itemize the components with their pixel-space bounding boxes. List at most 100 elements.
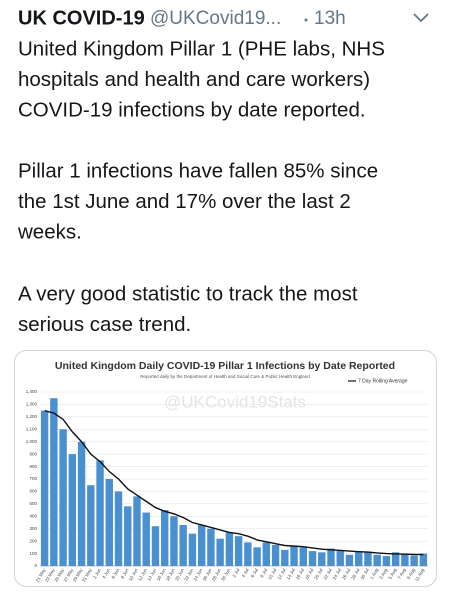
watermark: @UKCovid19Stats bbox=[164, 392, 306, 411]
x-tick-label: 8 Jun bbox=[120, 567, 130, 579]
x-tick-label: 2 Jul bbox=[231, 568, 240, 579]
tweet-line: hospitals and health and care workers) bbox=[18, 68, 370, 91]
x-tick-label: 11 Aug bbox=[414, 567, 425, 582]
x-tick-label: 4 Jul bbox=[241, 568, 250, 579]
bar bbox=[391, 552, 400, 566]
tweet-line: United Kingdom Pillar 1 (PHE labs, NHS bbox=[18, 37, 385, 60]
x-tick-label: 10 Jul bbox=[267, 568, 277, 581]
x-tick-label: 22 Jul bbox=[323, 568, 333, 581]
bar bbox=[308, 551, 317, 566]
x-tick-label: 9 Aug bbox=[406, 567, 416, 580]
tweet-line: A very good statistic to track the most bbox=[18, 282, 358, 305]
bar bbox=[382, 556, 391, 566]
x-tick-label: 4 Jun bbox=[101, 567, 111, 579]
bar bbox=[114, 491, 123, 566]
x-tick-label: 1 Aug bbox=[369, 567, 379, 580]
bar bbox=[40, 410, 49, 566]
x-tick-label: 14 Jul bbox=[286, 568, 296, 581]
bar bbox=[262, 542, 271, 566]
x-tick-label: 26 Jun bbox=[202, 567, 213, 582]
legend-label: 7 Day Rolling Average bbox=[358, 378, 408, 384]
tweet-line: the 1st June and 17% over the last 2 bbox=[18, 190, 351, 213]
x-tick-label: 6 Jun bbox=[111, 567, 121, 579]
bar bbox=[345, 554, 354, 566]
y-tick-label: 1,000 bbox=[26, 439, 38, 444]
x-tick-label: 16 Jun bbox=[156, 567, 167, 582]
y-tick-label: 1,400 bbox=[26, 389, 38, 394]
bar bbox=[355, 551, 363, 566]
bar bbox=[225, 532, 234, 566]
x-tick-label: 24 Jul bbox=[332, 568, 342, 581]
menu-chevron[interactable] bbox=[413, 13, 429, 23]
bar bbox=[401, 553, 409, 566]
tweet-line: serious case trend. bbox=[18, 313, 191, 336]
x-tick-label: 20 Jul bbox=[313, 568, 323, 581]
y-tick-label: 800 bbox=[29, 464, 37, 469]
media-frame[interactable] bbox=[14, 350, 437, 587]
bar bbox=[151, 526, 160, 566]
x-tick-label: 26 Jul bbox=[341, 568, 351, 581]
y-tick-label: 500 bbox=[29, 501, 37, 506]
x-tick-label: 2 Jun bbox=[92, 567, 102, 579]
bar bbox=[124, 506, 132, 566]
y-tick-label: 600 bbox=[29, 489, 37, 494]
author-handle[interactable]: @UKCovid19... bbox=[150, 8, 281, 29]
x-tick-label: 20 Jun bbox=[174, 567, 185, 582]
y-tick-label: 700 bbox=[29, 476, 37, 481]
chart-subtitle: Reported daily by the Department of Heal… bbox=[140, 374, 310, 379]
y-tick-label: 400 bbox=[29, 513, 37, 518]
bar bbox=[68, 454, 77, 566]
x-tick-label: 28 Jul bbox=[350, 568, 360, 581]
x-tick-label: 30 Jun bbox=[220, 567, 231, 582]
bar bbox=[419, 553, 428, 566]
bar bbox=[96, 460, 104, 566]
separator bbox=[304, 18, 308, 22]
bar bbox=[59, 429, 67, 566]
y-tick-label: 1,200 bbox=[26, 414, 38, 419]
x-tick-label: 10 Jun bbox=[128, 567, 139, 582]
tweet-line: Pillar 1 infections have fallen 85% sinc… bbox=[18, 159, 378, 182]
bar bbox=[234, 536, 243, 566]
x-tick-label: 3 Aug bbox=[378, 567, 388, 580]
x-tick-label: 12 Jun bbox=[137, 567, 148, 582]
x-tick-label: 30 Jul bbox=[360, 568, 370, 581]
tweet-text: United Kingdom Pillar 1 (PHE labs, NHS ho… bbox=[17, 37, 385, 336]
x-tick-label: 22 Jun bbox=[183, 567, 194, 582]
bar bbox=[207, 528, 215, 566]
bar bbox=[50, 398, 58, 566]
bar bbox=[142, 512, 150, 566]
chart-title: United Kingdom Daily COVID-19 Pillar 1 I… bbox=[55, 360, 395, 372]
y-tick-label: 200 bbox=[29, 538, 37, 543]
bar bbox=[281, 549, 289, 566]
bar bbox=[271, 544, 280, 566]
bar bbox=[216, 538, 224, 566]
x-tick-label: 24 Jun bbox=[192, 567, 203, 582]
x-tick-label: 28 Jun bbox=[211, 567, 222, 582]
y-tick-label: 900 bbox=[29, 451, 37, 456]
bar bbox=[87, 485, 95, 566]
bar bbox=[318, 552, 326, 566]
author-name[interactable]: UK COVID-19 bbox=[18, 7, 145, 29]
bar bbox=[170, 516, 178, 566]
x-tick-label: 5 Aug bbox=[387, 567, 397, 580]
bar bbox=[133, 496, 141, 566]
bar bbox=[188, 533, 197, 566]
bar bbox=[161, 510, 169, 566]
y-tick-label: 1,300 bbox=[26, 402, 38, 407]
x-tick-label: 7 Aug bbox=[397, 567, 407, 580]
bar bbox=[299, 547, 307, 566]
bar bbox=[290, 546, 298, 566]
chart: United Kingdom Daily COVID-19 Pillar 1 I… bbox=[26, 360, 428, 583]
bar bbox=[244, 542, 252, 566]
bar bbox=[336, 551, 344, 566]
timestamp[interactable]: 13h bbox=[314, 8, 346, 29]
y-tick-label: 0 bbox=[34, 563, 37, 568]
y-tick-label: 300 bbox=[29, 526, 37, 531]
y-tick-label: 1,100 bbox=[26, 426, 38, 431]
x-tick-label: 8 Jul bbox=[259, 568, 268, 579]
bar bbox=[364, 552, 372, 566]
bar bbox=[179, 524, 187, 566]
bar bbox=[197, 524, 206, 566]
y-tick-label: 100 bbox=[29, 551, 37, 556]
x-tick-label: 6 Jul bbox=[250, 568, 259, 579]
